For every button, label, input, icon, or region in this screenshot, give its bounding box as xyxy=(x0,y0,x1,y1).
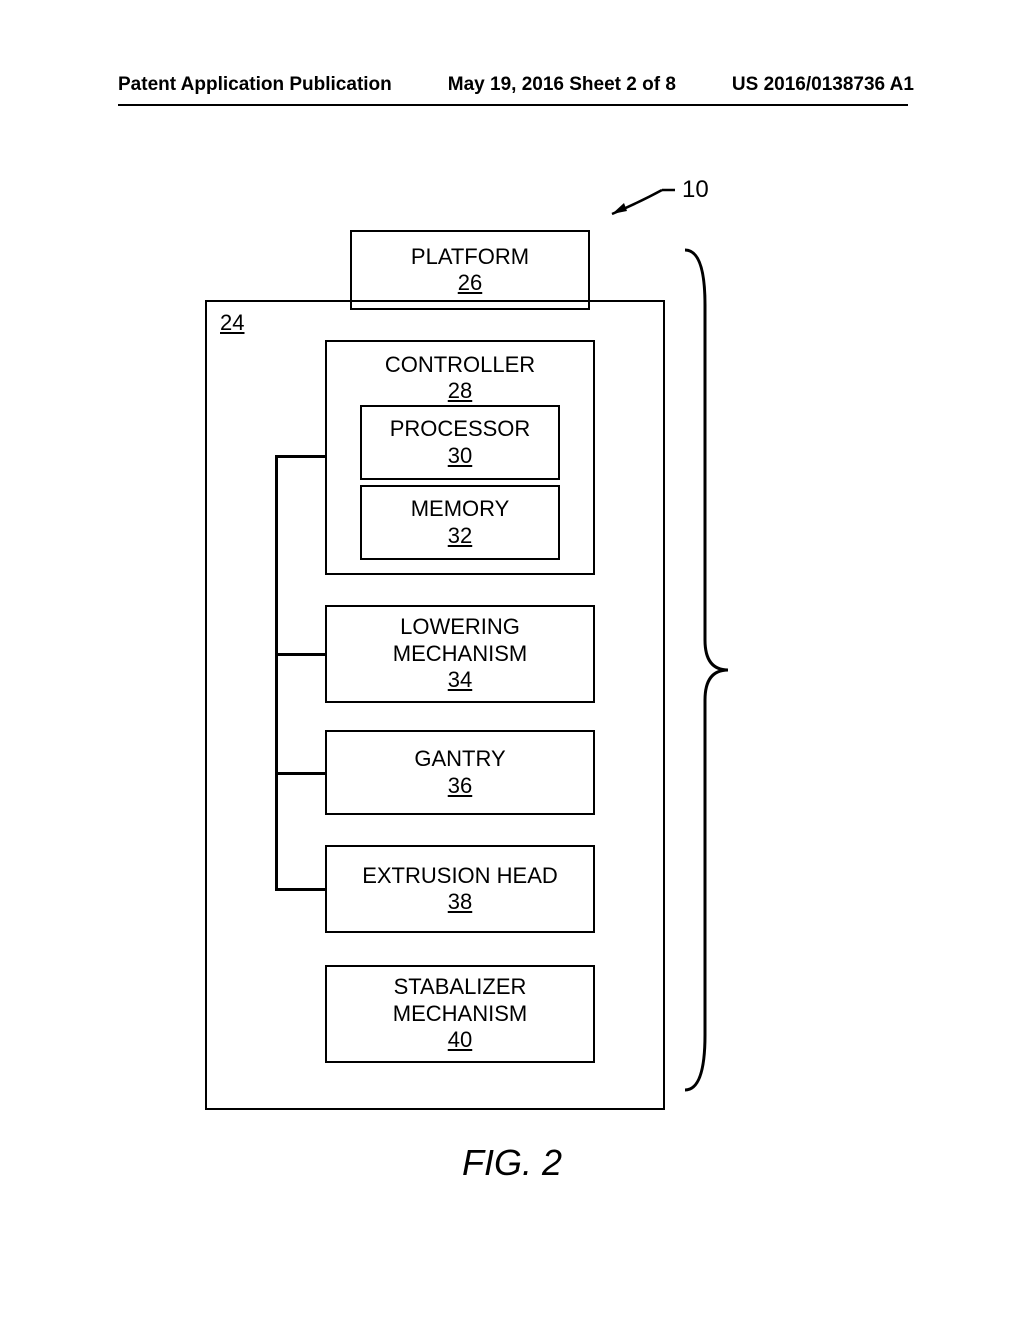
connector-h-extrusion xyxy=(275,888,327,891)
memory-ref: 32 xyxy=(448,523,472,549)
header-rule xyxy=(118,104,908,106)
stabilizer-label2: MECHANISM xyxy=(393,1001,527,1027)
gantry-box: GANTRY 36 xyxy=(325,730,595,815)
stabilizer-mechanism-box: STABALIZER MECHANISM 40 xyxy=(325,965,595,1063)
reference-label-10: 10 xyxy=(610,180,710,227)
processor-label: PROCESSOR xyxy=(390,416,531,442)
extrusion-ref: 38 xyxy=(448,889,472,915)
platform-box: PLATFORM 26 xyxy=(350,230,590,310)
controller-label: CONTROLLER xyxy=(385,352,535,378)
lowering-label1: LOWERING xyxy=(400,614,520,640)
header-right: US 2016/0138736 A1 xyxy=(732,74,914,96)
stabilizer-ref: 40 xyxy=(448,1027,472,1053)
patent-header: Patent Application Publication May 19, 2… xyxy=(0,74,1024,96)
platform-ref: 26 xyxy=(458,270,482,296)
lowering-ref: 34 xyxy=(448,667,472,693)
memory-box: MEMORY 32 xyxy=(360,485,560,560)
ref-10-text: 10 xyxy=(682,176,709,204)
header-left: Patent Application Publication xyxy=(118,74,392,96)
connector-h-controller xyxy=(275,455,327,458)
header-center: May 19, 2016 Sheet 2 of 8 xyxy=(448,74,676,96)
stabilizer-label1: STABALIZER xyxy=(394,974,527,1000)
connector-vertical xyxy=(275,455,278,890)
extrusion-head-box: EXTRUSION HEAD 38 xyxy=(325,845,595,933)
curly-brace-icon xyxy=(680,245,730,1095)
connector-h-gantry xyxy=(275,772,327,775)
figure-caption: FIG. 2 xyxy=(0,1142,1024,1184)
platform-label: PLATFORM xyxy=(411,244,529,270)
container-ref-24: 24 xyxy=(220,310,244,336)
gantry-label: GANTRY xyxy=(414,746,505,772)
block-diagram: 10 24 PLATFORM 26 CONTROLLER 28 PROCESSO… xyxy=(0,180,1024,1130)
lowering-mechanism-box: LOWERING MECHANISM 34 xyxy=(325,605,595,703)
processor-ref: 30 xyxy=(448,443,472,469)
controller-ref: 28 xyxy=(448,378,472,404)
lowering-label2: MECHANISM xyxy=(393,641,527,667)
gantry-ref: 36 xyxy=(448,773,472,799)
extrusion-label: EXTRUSION HEAD xyxy=(362,863,558,889)
connector-h-lowering xyxy=(275,653,327,656)
memory-label: MEMORY xyxy=(411,496,510,522)
processor-box: PROCESSOR 30 xyxy=(360,405,560,480)
